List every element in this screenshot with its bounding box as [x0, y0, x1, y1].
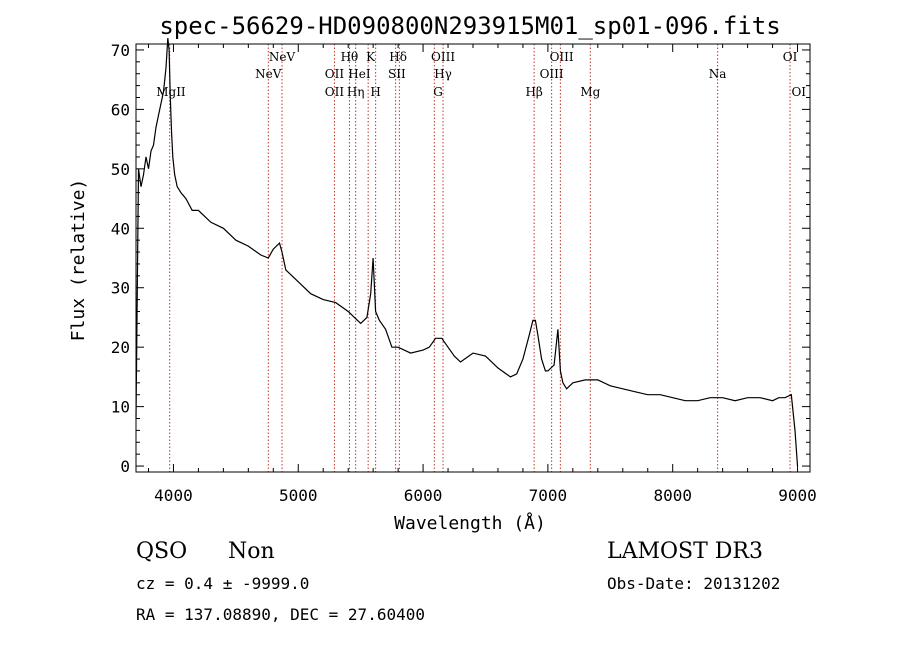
line-label: Hη	[347, 85, 365, 99]
x-axis-label: Wavelength (Å)	[394, 512, 546, 534]
survey-name: LAMOST DR3	[607, 539, 763, 564]
y-tick-label: 0	[120, 457, 130, 476]
object-subclass: Non	[228, 539, 275, 564]
x-tick-label: 5000	[279, 486, 318, 505]
x-tick-label: 9000	[778, 486, 817, 505]
x-tick-label: 4000	[154, 486, 193, 505]
spectrum-line	[135, 38, 799, 467]
line-label: OI	[791, 85, 806, 99]
line-label: NeV	[269, 50, 296, 64]
redshift-value: cz = 0.4 ± -9999.0	[136, 574, 309, 593]
x-tick-label: 7000	[529, 486, 568, 505]
plot-frame	[135, 43, 811, 473]
line-markers	[169, 44, 791, 472]
line-label: OII	[325, 67, 345, 81]
object-class: QSO	[136, 539, 187, 564]
y-tick-label: 20	[111, 338, 130, 357]
line-label: OIII	[540, 67, 564, 81]
line-label: HeI	[348, 67, 371, 81]
line-label: Hγ	[434, 67, 452, 81]
y-axis-ticks: 0 10 20 30 40 50 60 70	[111, 41, 810, 476]
line-label: Mg	[580, 85, 600, 99]
line-label: G	[433, 85, 443, 99]
line-label: OII	[325, 85, 345, 99]
y-tick-label: 30	[111, 279, 130, 298]
line-label: OIII	[431, 50, 455, 64]
line-label: NeV	[255, 67, 282, 81]
line-label: K	[366, 50, 376, 64]
line-label: OIII	[550, 50, 574, 64]
ra-dec-coordinates: RA = 137.08890, DEC = 27.60400	[136, 605, 425, 624]
line-annotations: MgII NeV NeV OII OII Hθ Hη HeI K H Hδ SII OIII Hγ G Hβ O…	[156, 50, 806, 99]
line-label: Na	[709, 67, 727, 81]
line-label: H	[370, 85, 380, 99]
line-label: OI	[783, 50, 798, 64]
y-tick-label: 50	[111, 160, 130, 179]
x-tick-label: 6000	[404, 486, 443, 505]
y-tick-label: 10	[111, 398, 130, 417]
y-axis-label: Flux (relative)	[68, 179, 89, 342]
y-tick-label: 40	[111, 219, 130, 238]
chart-title: spec-56629-HD090800N293915M01_sp01-096.f…	[159, 12, 780, 40]
y-tick-label: 70	[111, 41, 130, 60]
observation-date: Obs-Date: 20131202	[607, 574, 780, 593]
line-label: Hδ	[389, 50, 407, 64]
line-label: Hθ	[341, 50, 359, 64]
line-label: Hβ	[525, 85, 542, 99]
line-label: SII	[388, 67, 406, 81]
y-tick-label: 60	[111, 100, 130, 119]
x-tick-label: 8000	[653, 486, 692, 505]
line-label: MgII	[156, 85, 186, 99]
x-axis-ticks: 4000 5000 6000 7000 8000 9000	[147, 44, 817, 505]
